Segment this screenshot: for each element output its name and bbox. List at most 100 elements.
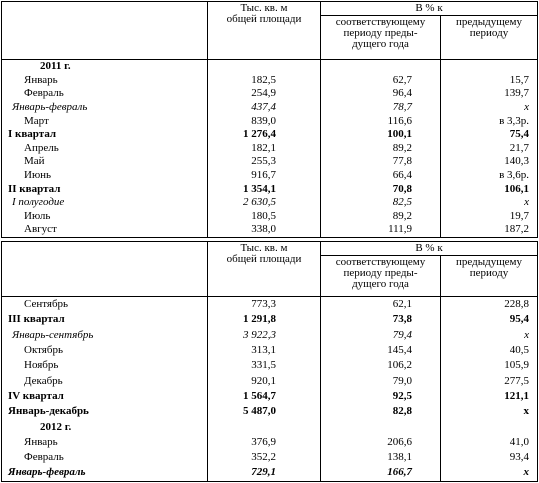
header-cell: предыдущему периоду — [439, 15, 539, 60]
data-row: Июнь 916,7 66,4 в 3,6р. — [1, 168, 539, 183]
empty-cell — [207, 59, 321, 74]
value-cell: 19,7 — [439, 209, 539, 224]
value-cell: 82,8 — [320, 404, 441, 420]
data-row: Январь-февраль 729,1 166,7 x — [1, 465, 539, 482]
label-cell: Январь-февраль — [1, 100, 208, 115]
value-cell: 352,2 — [207, 449, 321, 466]
data-row: IV квартал 1 564,7 92,5 121,1 — [1, 388, 539, 405]
data-row: Январь-сентябрь 3 922,3 79,4 x — [1, 327, 539, 343]
value-cell: 1 291,8 — [207, 312, 321, 328]
label-cell: Август — [1, 223, 208, 238]
header-row: соответствующему периоду преды-дущего год… — [2, 15, 539, 60]
value-cell: 75,4 — [439, 127, 539, 142]
value-cell: 3 922,3 — [207, 327, 321, 343]
header-text: периоду — [469, 267, 509, 279]
label-cell: Январь — [1, 73, 208, 88]
label-cell: Январь-февраль — [1, 465, 208, 482]
data-row: Сентябрь 773,3 62,1 228,8 — [1, 296, 539, 313]
label-cell: Март — [1, 114, 208, 128]
data-row: Апрель 182,1 89,2 21,7 — [1, 141, 539, 156]
header-cell: В % к — [319, 241, 539, 256]
label-cell: IV квартал — [1, 388, 208, 405]
data-row: II квартал 1 354,1 70,8 106,1 — [1, 182, 539, 196]
label-cell: 2011 г. — [1, 59, 208, 74]
data-row: Август 338,0 111,9 187,2 — [1, 223, 539, 238]
data-row: Январь-декабрь 5 487,0 82,8 x — [1, 404, 539, 420]
label-cell: Апрель — [1, 141, 208, 156]
header-row: Тыс. кв. м общей площади В % к — [1, 241, 539, 297]
header-text: соответствующему — [335, 256, 426, 268]
header-text: периоду преды- — [343, 267, 418, 279]
value-cell: 1 354,1 — [207, 182, 321, 196]
header-cell: Тыс. кв. м общей площади — [207, 1, 321, 60]
label-cell: Декабрь — [1, 373, 208, 389]
empty-cell — [207, 419, 321, 435]
header-text: дущего года — [352, 278, 409, 290]
value-cell: 338,0 — [207, 223, 321, 238]
value-cell: 62,1 — [320, 296, 441, 313]
value-cell: 729,1 — [207, 465, 321, 482]
value-cell: 79,0 — [320, 373, 441, 389]
value-cell: 180,5 — [207, 209, 321, 224]
empty-cell — [320, 419, 441, 435]
value-cell: 206,6 — [320, 434, 441, 450]
header-text: общей площади — [226, 253, 302, 265]
header-cell: соответствующему периоду преды-дущего год… — [320, 15, 441, 60]
value-cell: 41,0 — [439, 434, 539, 450]
header-text: предыдущему — [455, 16, 523, 28]
label-cell: I квартал — [1, 127, 208, 142]
value-cell: 73,8 — [320, 312, 441, 328]
data-row: III квартал 1 291,8 73,8 95,4 — [1, 312, 539, 328]
value-cell: 139,7 — [439, 87, 539, 101]
label-cell: Май — [1, 155, 208, 169]
header-cell: соответствующему периоду преды-дущего год… — [320, 255, 441, 297]
empty-cell — [439, 59, 539, 74]
value-cell: 95,4 — [439, 312, 539, 328]
data-row: Февраль 254,9 96,4 139,7 — [1, 87, 539, 101]
label-cell: Июнь — [1, 168, 208, 183]
value-cell: 96,4 — [320, 87, 441, 101]
value-cell: 79,4 — [320, 327, 441, 343]
value-cell: 255,3 — [207, 155, 321, 169]
value-cell: 839,0 — [207, 114, 321, 128]
label-cell: Июль — [1, 209, 208, 224]
data-table: Тыс. кв. м общей площади В % к соответствую… — [1, 1, 539, 238]
label-cell: Январь-сентябрь — [1, 327, 208, 343]
value-cell: 138,1 — [320, 449, 441, 466]
value-cell: в 3,3р. — [439, 114, 539, 128]
header-cell — [1, 241, 208, 297]
value-cell: 1 276,4 — [207, 127, 321, 142]
value-cell: 228,8 — [439, 296, 539, 313]
header-text: периоду — [469, 27, 509, 39]
value-cell: 106,1 — [439, 182, 539, 196]
value-cell: 254,9 — [207, 87, 321, 101]
value-cell: в 3,6р. — [439, 168, 539, 183]
data-row: Февраль 352,2 138,1 93,4 — [1, 449, 539, 466]
value-cell: x — [439, 404, 539, 420]
label-cell: Сентябрь — [1, 296, 208, 313]
header-cell — [1, 1, 208, 60]
value-cell: 187,2 — [439, 223, 539, 238]
label-cell: Февраль — [1, 449, 208, 466]
data-row: Ноябрь 331,5 106,2 105,9 — [1, 358, 539, 374]
value-cell: 331,5 — [207, 358, 321, 374]
value-cell: 5 487,0 — [207, 404, 321, 420]
header-row: соответствующему периоду преды-дущего год… — [2, 255, 539, 297]
value-cell: 166,7 — [320, 465, 441, 482]
header-text: предыдущему — [455, 256, 523, 268]
value-cell: 313,1 — [207, 342, 321, 359]
value-cell: 277,5 — [439, 373, 539, 389]
value-cell: x — [439, 465, 539, 482]
data-row: 2012 г. — [1, 419, 539, 435]
value-cell: 89,2 — [320, 209, 441, 224]
header-text: дущего года — [352, 38, 409, 50]
header-text: общей площади — [226, 13, 302, 25]
value-cell: 66,4 — [320, 168, 441, 183]
header-cell: Тыс. кв. м общей площади — [207, 241, 321, 297]
value-cell: x — [439, 195, 539, 210]
header-cell: В % к — [319, 1, 539, 16]
data-row: I квартал 1 276,4 100,1 75,4 — [1, 127, 539, 142]
value-cell: 182,1 — [207, 141, 321, 156]
data-row: Март 839,0 116,6 в 3,3р. — [1, 114, 539, 128]
